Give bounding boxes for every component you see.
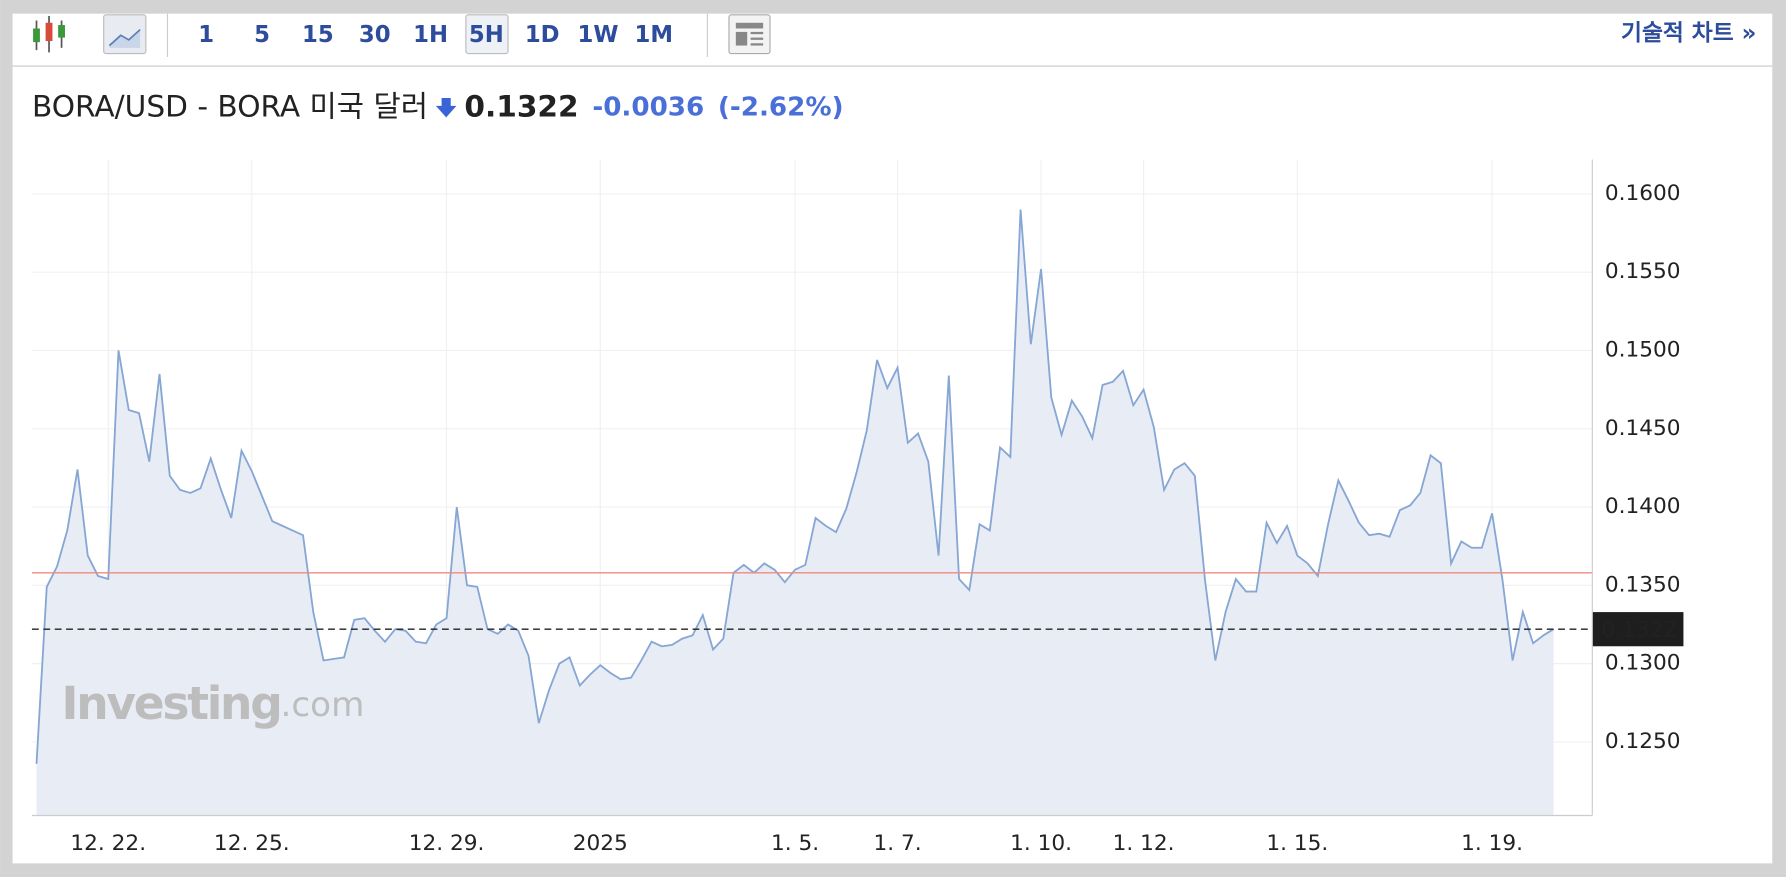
y-tick-label: 0.1350 [1605,572,1681,597]
last-value-box [1592,612,1684,647]
active-interval [465,14,509,55]
instrument-title: BORA/USD - BORA 미국 달러 [32,90,428,124]
change-percent: (-2.62%) [718,93,844,123]
watermark: Investing.com [62,677,365,730]
interval-button[interactable]: 1W [578,22,619,48]
x-tick-label: 1. 12. [1113,831,1175,856]
y-tick-label: 0.1300 [1605,651,1681,676]
down-arrow [435,97,457,118]
y-tick-label: 0.1400 [1605,494,1681,519]
y-tick-label: 0.1500 [1605,337,1681,362]
interval-button[interactable]: 30 [359,22,391,48]
candle-icon[interactable] [33,15,65,53]
technical-chart-link[interactable]: 기술적 차트 » [1621,21,1756,47]
change: -0.0036 [592,93,704,123]
x-tick-label: 1. 5. [771,831,819,856]
watermark-suffix: .com [281,685,365,725]
x-tick-label: 12. 25. [214,831,290,856]
layout-icon[interactable] [728,14,771,55]
y-tick-label: 0.1450 [1605,416,1681,441]
x-tick-label: 12. 29. [409,831,485,856]
x-tick-label: 1. 7. [873,831,921,856]
watermark-brand: Investing [62,677,281,730]
y-tick-label: 0.1250 [1605,729,1681,754]
price-line [35,209,1555,764]
line-icon[interactable] [103,14,147,55]
interval-button[interactable]: 1M [635,22,674,48]
interval-button[interactable]: 5 [254,22,270,48]
area-fill [36,209,1554,816]
interval-button[interactable]: 1H [413,22,448,48]
x-tick-label: 1. 10. [1010,831,1072,856]
interval-button[interactable]: 1 [198,22,214,48]
interval-button[interactable]: 15 [302,22,334,48]
interval-button[interactable]: 1D [525,22,560,48]
x-tick-label: 1. 15. [1266,831,1328,856]
last-value-label: 0.1322 [1601,617,1677,642]
x-tick-label: 1. 19. [1461,831,1523,856]
x-tick-label: 2025 [573,831,628,856]
price: 0.1322 [464,90,578,124]
y-tick-label: 0.1600 [1605,181,1681,206]
interval-button[interactable]: 5H [469,22,504,48]
y-tick-label: 0.1550 [1605,259,1681,284]
x-tick-label: 12. 22. [70,831,146,856]
